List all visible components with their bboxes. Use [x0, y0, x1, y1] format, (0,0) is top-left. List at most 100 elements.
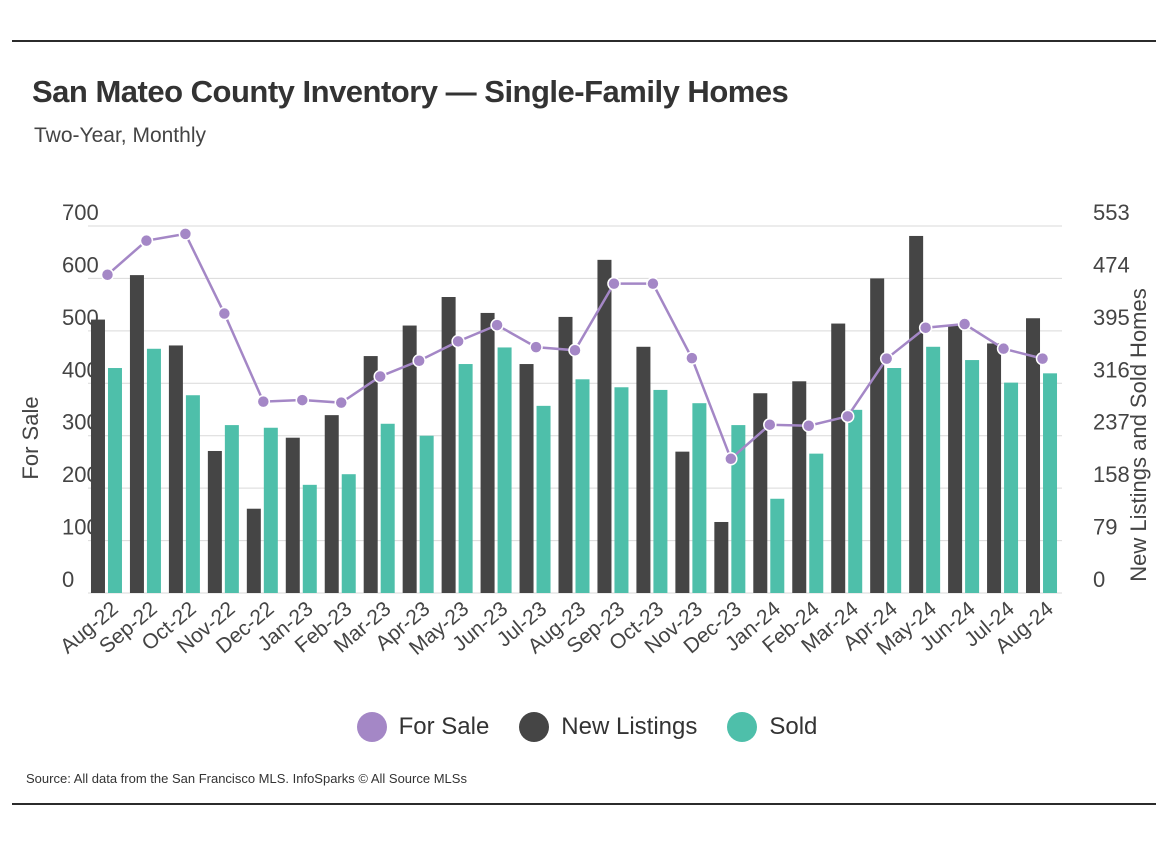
point-for-sale: [879, 351, 894, 366]
bar-new-listings: [129, 275, 144, 593]
point-for-sale: [685, 351, 699, 365]
bar-sold: [575, 379, 590, 593]
y-axis-label-right: New Listings and Sold Homes: [1126, 288, 1151, 581]
bar-sold: [263, 427, 278, 593]
bar-new-listings: [714, 521, 729, 593]
bar-new-listings: [792, 381, 807, 593]
bar-sold: [926, 346, 941, 593]
bar-new-listings: [753, 393, 768, 593]
point-for-sale: [607, 276, 621, 291]
point-for-sale: [412, 353, 426, 368]
bar-sold: [536, 405, 551, 593]
bar-new-listings: [480, 312, 495, 593]
point-for-sale: [529, 340, 543, 354]
bar-sold: [380, 423, 395, 593]
point-for-sale: [295, 393, 310, 407]
bar-new-listings: [402, 325, 417, 593]
bar-sold: [887, 368, 902, 593]
bar-new-listings: [168, 345, 183, 593]
chart-legend: For Sale New Listings Sold: [0, 712, 1174, 742]
y-axis-label-left: For Sale: [18, 396, 43, 479]
bar-new-listings: [636, 346, 651, 593]
legend-label-new-listings: New Listings: [561, 713, 698, 740]
point-for-sale: [918, 320, 933, 335]
point-for-sale: [724, 452, 738, 466]
legend-item-sold[interactable]: Sold: [727, 712, 817, 742]
bar-sold: [419, 435, 434, 593]
y-tick-label-right: 316: [1093, 357, 1130, 382]
bar-sold: [146, 348, 161, 593]
bar-new-listings: [831, 323, 846, 593]
legend-item-for-sale[interactable]: For Sale: [356, 712, 490, 742]
point-for-sale: [217, 306, 232, 321]
point-for-sale: [957, 317, 972, 331]
point-for-sale: [996, 341, 1011, 356]
point-for-sale: [256, 394, 271, 409]
legend-swatch-for-sale: [356, 712, 387, 742]
bar-sold: [731, 425, 746, 593]
bar-new-listings: [324, 415, 339, 593]
bar-new-listings: [1026, 318, 1041, 593]
source-note: Source: All data from the San Francisco …: [26, 771, 467, 786]
bar-sold: [107, 368, 122, 593]
y-tick-label-right: 0: [1093, 567, 1105, 592]
bar-sold: [185, 395, 200, 593]
y-tick-label-left: 600: [62, 252, 99, 277]
point-for-sale: [646, 276, 660, 291]
bar-sold: [497, 347, 512, 593]
legend-label-for-sale: For Sale: [398, 713, 490, 740]
point-for-sale: [373, 369, 387, 384]
bar-sold: [809, 453, 824, 593]
bar-sold: [770, 498, 785, 593]
bar-new-listings: [363, 356, 378, 593]
bar-sold: [224, 425, 239, 593]
bar-new-listings: [558, 316, 573, 593]
y-tick-label-right: 395: [1093, 305, 1130, 330]
y-tick-label-left: 0: [62, 567, 74, 592]
bar-new-listings: [909, 235, 924, 594]
bar-new-listings: [441, 297, 456, 593]
y-tick-label-right: 158: [1093, 462, 1130, 487]
point-for-sale: [1035, 351, 1050, 366]
y-tick-label-right: 237: [1093, 410, 1130, 435]
bar-new-listings: [675, 451, 690, 593]
legend-label-sold: Sold: [769, 713, 818, 740]
bar-sold: [458, 364, 473, 593]
point-for-sale: [802, 419, 816, 433]
point-for-sale: [100, 268, 115, 282]
y-tick-label-right: 79: [1093, 515, 1117, 540]
legend-item-new-listings[interactable]: New Listings: [519, 712, 697, 742]
point-for-sale: [568, 343, 582, 358]
bar-new-listings: [285, 437, 300, 593]
bar-new-listings: [870, 278, 885, 593]
bar-new-listings: [987, 343, 1002, 593]
point-for-sale: [451, 334, 465, 349]
point-for-sale: [334, 395, 348, 410]
bar-new-listings: [519, 364, 534, 593]
point-for-sale: [490, 318, 504, 332]
y-tick-label-left: 700: [62, 200, 99, 225]
bar-new-listings: [90, 319, 105, 593]
point-for-sale: [763, 417, 777, 432]
chart-title: San Mateo County Inventory — Single-Fami…: [32, 74, 789, 109]
bar-sold: [302, 484, 317, 593]
point-for-sale: [840, 409, 855, 424]
y-tick-label-right: 474: [1093, 252, 1130, 277]
bar-sold: [1043, 373, 1058, 593]
bottom-rule: [12, 803, 1156, 805]
bar-sold: [848, 409, 863, 593]
bar-new-listings: [207, 450, 222, 593]
bar-sold: [1004, 382, 1019, 593]
bar-new-listings: [246, 508, 261, 593]
bar-sold: [341, 474, 356, 593]
bar-sold: [614, 387, 629, 593]
legend-swatch-new-listings: [519, 712, 550, 742]
chart-subtitle: Two-Year, Monthly: [34, 124, 206, 147]
bar-sold: [692, 403, 707, 593]
bar-sold: [965, 360, 980, 593]
bar-new-listings: [597, 259, 612, 593]
bar-sold: [653, 389, 668, 593]
y-tick-label-right: 553: [1093, 200, 1130, 225]
top-rule: [12, 40, 1156, 42]
